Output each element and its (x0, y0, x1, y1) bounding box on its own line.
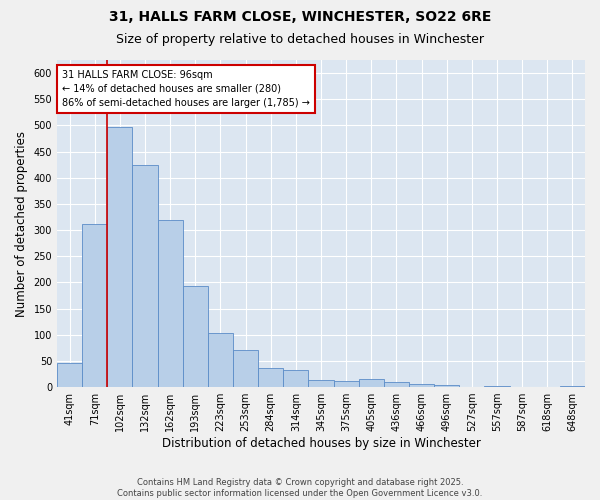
Bar (183, 286, 208, 387)
Bar (434, 385, 459, 387)
Bar (258, 368, 283, 387)
X-axis label: Distribution of detached houses by size in Winchester: Distribution of detached houses by size … (161, 437, 481, 450)
Bar (107, 127, 133, 387)
Bar (384, 382, 409, 387)
Bar (133, 165, 158, 387)
Bar (233, 350, 258, 387)
Y-axis label: Number of detached properties: Number of detached properties (15, 130, 28, 316)
Bar (283, 370, 308, 387)
Text: 31, HALLS FARM CLOSE, WINCHESTER, SO22 6RE: 31, HALLS FARM CLOSE, WINCHESTER, SO22 6… (109, 10, 491, 24)
Bar (308, 380, 334, 387)
Bar (334, 381, 359, 387)
Bar (158, 220, 183, 387)
Bar (409, 384, 434, 387)
Bar (82, 224, 107, 387)
Bar (57, 363, 82, 387)
Bar (359, 379, 384, 387)
Bar (208, 332, 233, 387)
Text: Size of property relative to detached houses in Winchester: Size of property relative to detached ho… (116, 32, 484, 46)
Text: 31 HALLS FARM CLOSE: 96sqm
← 14% of detached houses are smaller (280)
86% of sem: 31 HALLS FARM CLOSE: 96sqm ← 14% of deta… (62, 70, 310, 108)
Text: Contains HM Land Registry data © Crown copyright and database right 2025.
Contai: Contains HM Land Registry data © Crown c… (118, 478, 482, 498)
Bar (560, 386, 585, 387)
Bar (484, 386, 509, 387)
